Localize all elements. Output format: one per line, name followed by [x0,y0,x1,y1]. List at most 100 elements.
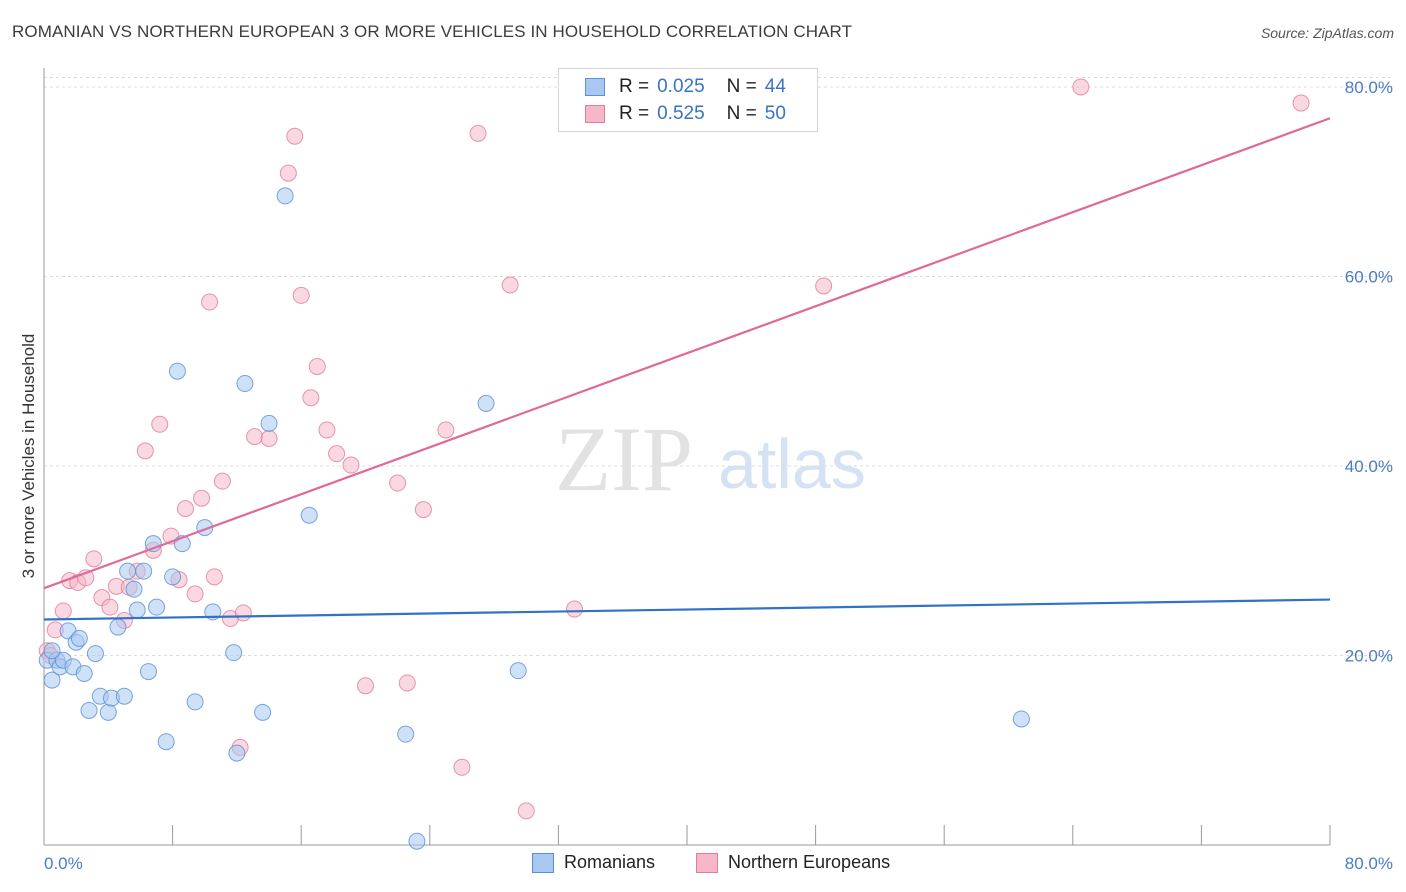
romanian-point [168,362,186,380]
romanian-points [38,187,1030,850]
northern-european-point [302,389,320,407]
bottom-legend-northern: Northern Europeans [696,852,890,873]
legend-row-northern: R = 0.525 N = 50 [585,102,786,126]
romanian-point [43,671,61,689]
northern-european-point [151,415,169,433]
y-tick-label: 20.0% [1345,646,1393,665]
romanian-point [119,562,137,580]
romanian-point [86,645,104,663]
legend-r-value: 0.525 [657,103,705,124]
northern-european-point [517,802,535,820]
romanian-point [477,394,495,412]
legend-n-label: N = [726,76,757,97]
romanian-point [109,618,127,636]
romanian-point [70,629,88,647]
northern-european-point [246,428,264,446]
romanian-point [236,375,254,393]
romanian-point [164,568,182,586]
legend-n-value: 44 [764,76,786,97]
romanian-trend-line [43,598,1331,621]
legend-swatch-blue [585,78,605,96]
grid-lines [44,76,1392,656]
legend-swatch-pink [585,105,605,123]
northern-european-point [279,164,297,182]
northern-european-point [389,474,407,492]
romanian-point [157,733,175,751]
northern-european-point [308,357,326,375]
romanian-point [80,701,98,719]
northern-european-point [318,421,336,439]
northern-european-point [357,677,374,695]
legend-n-label: N = [726,103,757,124]
y-tick-label: 80.0% [1345,78,1393,97]
romanian-point [300,506,318,524]
northern-european-point [328,445,346,463]
northern-european-point [85,550,103,568]
romanian-point [1012,710,1030,728]
northern-european-point [1072,78,1090,96]
northern-european-point [342,456,360,474]
watermark-zip: ZIP [555,408,693,510]
romanian-point [75,664,93,682]
legend-r-label: R = [619,76,650,97]
romanian-point [276,187,294,205]
romanian-point [260,414,278,432]
northern-european-point [414,501,432,519]
axes [43,68,1331,846]
romanian-point [43,642,61,660]
northern-european-point [437,421,455,439]
northern-european-point [565,600,583,618]
source-label: Source: ZipAtlas.com [1260,25,1394,41]
romanian-point [408,832,426,850]
romanian-point [148,598,166,616]
romanian-point [135,562,153,580]
legend-n-value: 50 [764,103,786,124]
northern-european-point [501,276,519,294]
northern-european-point [453,758,471,776]
northern-european-point [1292,94,1310,112]
x-tick-label-min: 0.0% [44,854,83,873]
legend-r-label: R = [619,103,650,124]
romanian-point [99,703,117,721]
northern-european-point [186,585,204,603]
northern-european-point [234,604,252,622]
chart-title: ROMANIAN VS NORTHERN EUROPEAN 3 OR MORE … [12,22,853,41]
watermark-atlas: atlas [718,425,866,503]
northern-european-point [469,124,487,142]
northern-european-point [292,286,310,304]
northern-european-point [176,500,194,518]
legend-r-value: 0.025 [657,76,705,97]
romanian-point [128,601,146,619]
northern-european-point [286,127,304,145]
northern-european-point [815,277,833,295]
bottom-legend-romanians-label: Romanians [564,852,656,872]
romanian-point [115,687,133,705]
northern-european-point [101,598,119,616]
northern-european-point [260,429,278,447]
romanian-point [125,580,143,598]
romanian-point [225,644,243,662]
northern-european-point [201,293,219,311]
romanian-point [397,725,415,743]
northern-european-point [193,489,211,507]
northern-european-point [398,674,416,692]
romanian-point [254,703,272,721]
y-tick-label: 40.0% [1345,457,1393,476]
legend-row-romanians: R = 0.025 N = 44 [585,75,786,99]
romanian-point [509,662,527,680]
y-tick-label: 60.0% [1345,267,1393,286]
northern-european-point [136,442,154,460]
correlation-legend: R = 0.025 N = 44 R = 0.525 N = 50 [558,68,818,132]
bottom-legend-northern-label: Northern Europeans [728,852,891,872]
watermark: ZIP atlas [555,408,866,510]
northern-european-trend-line [43,117,1331,590]
bottom-legend-romanians: Romanians [532,852,655,873]
trend-lines [43,117,1331,621]
northern-european-point [213,472,231,490]
romanian-point [186,693,204,711]
northern-european-point [205,568,223,586]
northern-european-point [54,602,72,620]
x-tick-label-max: 80.0% [1345,854,1393,873]
tick-labels: 20.0% 40.0% 60.0% 80.0% 0.0% 80.0% [44,78,1393,873]
